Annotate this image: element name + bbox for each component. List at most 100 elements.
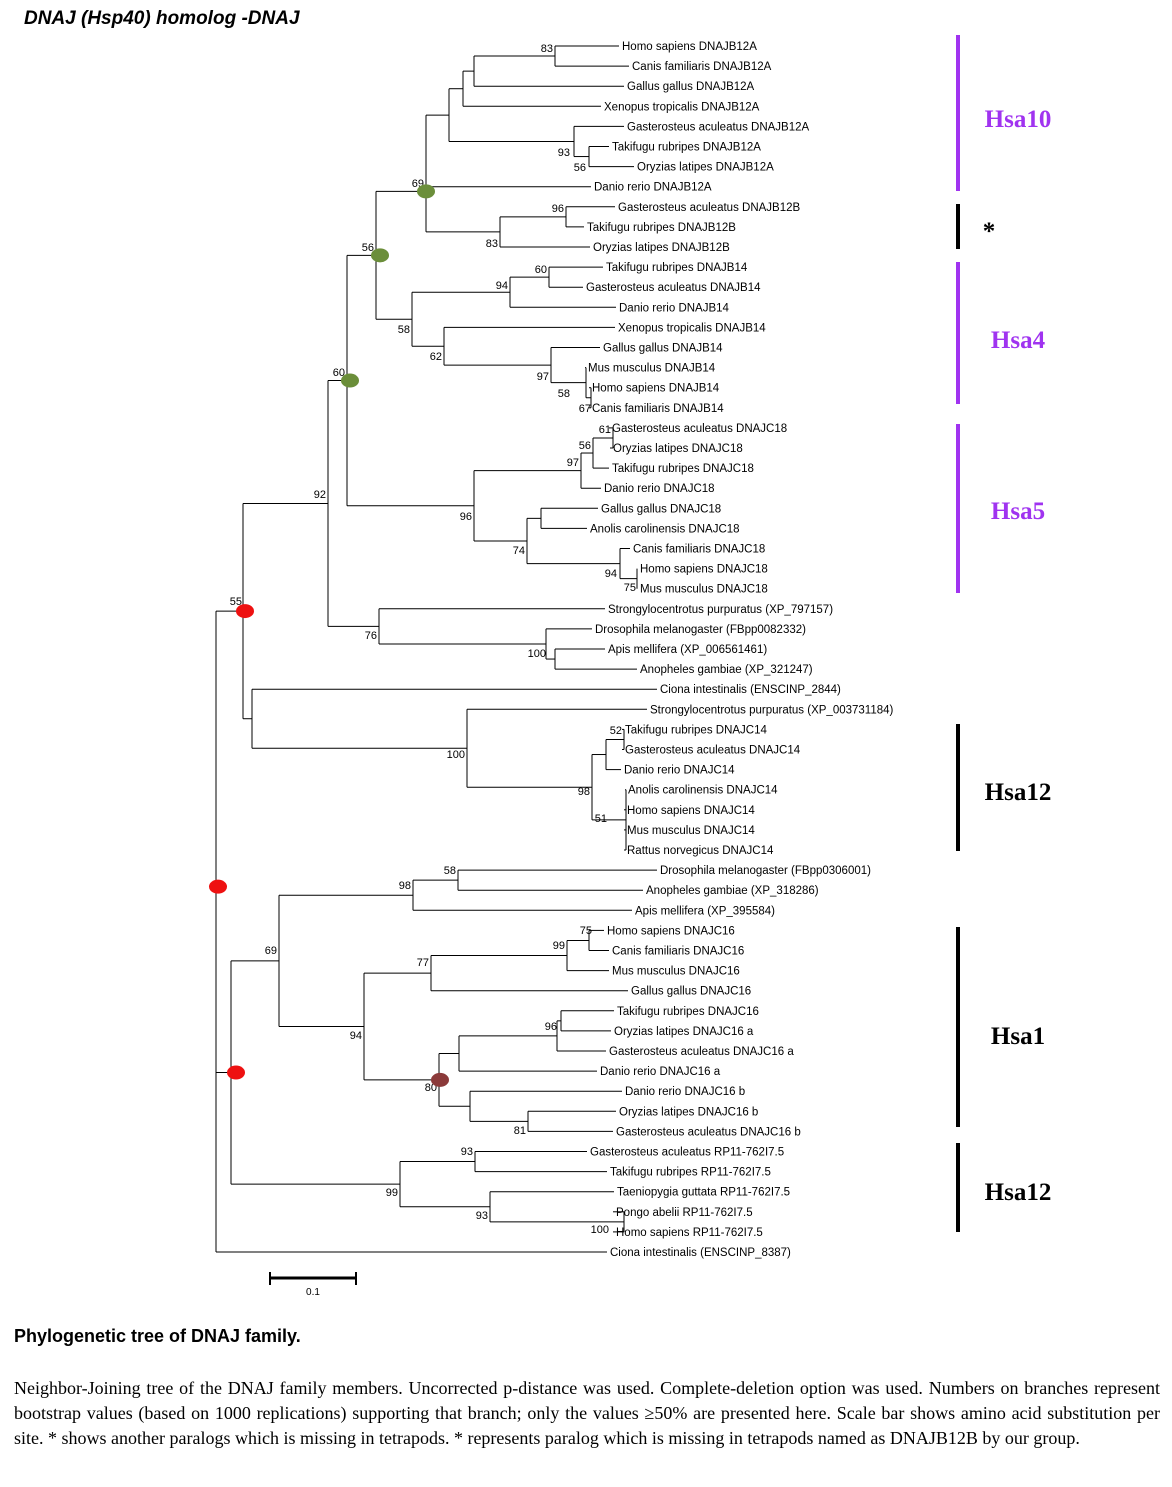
leaf-label: Mus musculus DNAJC18 xyxy=(640,584,768,596)
bootstrap-label: 51 xyxy=(595,813,607,825)
leaf-label: Homo sapiens RP11-762I7.5 xyxy=(616,1227,763,1239)
node-marker-green xyxy=(341,373,359,388)
leaf-label: Gasterosteus aculeatus DNAJB12B xyxy=(618,202,801,214)
bootstrap-label: 56 xyxy=(574,162,586,174)
leaf-label: Takifugu rubripes DNAJB12A xyxy=(612,142,761,154)
caption-title: Phylogenetic tree of DNAJ family. xyxy=(14,1326,301,1346)
leaf-label: Danio rerio DNAJC16 b xyxy=(625,1086,745,1098)
leaf-label: Danio rerio DNAJC16 a xyxy=(600,1066,721,1078)
bootstrap-label: 75 xyxy=(580,925,592,937)
leaf-label: Oryzias latipes DNAJC16 b xyxy=(619,1106,758,1118)
leaf-label: Homo sapiens DNAJB12A xyxy=(622,41,757,53)
node-marker-red xyxy=(236,604,254,619)
leaf-label: Oryzias latipes DNAJC18 xyxy=(613,443,743,455)
bootstrap-label: 96 xyxy=(460,511,472,523)
leaf-label: Danio rerio DNAJB14 xyxy=(619,302,730,314)
leaf-label: Mus musculus DNAJC14 xyxy=(627,825,755,837)
group-label: Hsa12 xyxy=(985,1179,1052,1206)
bootstrap-label: 93 xyxy=(476,1210,488,1222)
leaf-label: Gallus gallus DNAJC16 xyxy=(631,986,751,998)
scale-bar-label: 0.1 xyxy=(306,1287,320,1298)
leaf-label: Canis familiaris DNAJC16 xyxy=(612,946,744,958)
bootstrap-label: 56 xyxy=(579,440,591,452)
group-bars: Hsa10 * Hsa4 Hsa5 Hsa12 Hsa1 Hsa12 xyxy=(956,35,1052,1232)
figure-title: DNAJ (Hsp40) homolog -DNAJ xyxy=(24,8,300,29)
leaf-label: Homo sapiens DNAJC14 xyxy=(627,805,755,817)
leaf-label: Takifugu rubripes DNAJC18 xyxy=(612,463,754,475)
bootstrap-label: 58 xyxy=(444,865,456,877)
leaf-label: Danio rerio DNAJC14 xyxy=(624,765,735,777)
leaf-label: Strongylocentrotus purpuratus (XP_797157… xyxy=(608,604,833,616)
leaf-label: Ciona intestinalis (ENSCINP_8387) xyxy=(610,1247,791,1259)
leaf-label: Apis mellifera (XP_395584) xyxy=(635,905,775,917)
leaf-label: Anolis carolinensis DNAJC18 xyxy=(590,523,740,535)
leaf-label: Homo sapiens DNAJB14 xyxy=(592,383,720,395)
leaf-label: Rattus norvegicus DNAJC14 xyxy=(627,845,774,857)
leaf-label: Mus musculus DNAJB14 xyxy=(588,363,716,375)
leaf-label: Takifugu rubripes RP11-762I7.5 xyxy=(610,1167,771,1179)
leaf-label: Canis familiaris DNAJC18 xyxy=(633,544,765,556)
bootstrap-label: 77 xyxy=(417,957,429,969)
leaf-label: Drosophila melanogaster (FBpp0306001) xyxy=(660,865,871,877)
leaf-label: Strongylocentrotus purpuratus (XP_003731… xyxy=(650,704,894,716)
leaf-label: Drosophila melanogaster (FBpp0082332) xyxy=(595,624,806,636)
group-label: Hsa12 xyxy=(985,779,1052,806)
leaf-label: Takifugu rubripes DNAJB12B xyxy=(587,222,736,234)
leaf-label: Ciona intestinalis (ENSCINP_2844) xyxy=(660,684,841,696)
bootstrap-label: 96 xyxy=(552,203,564,215)
caption-body: Neighbor-Joining tree of the DNAJ family… xyxy=(14,1378,1160,1448)
leaf-label: Gallus gallus DNAJB12A xyxy=(627,81,755,93)
leaf-label: Danio rerio DNAJB12A xyxy=(594,182,712,194)
bootstrap-label: 61 xyxy=(599,424,611,436)
node-marker-red xyxy=(227,1065,245,1080)
bootstrap-label: 98 xyxy=(399,880,411,892)
leaf-label: Anopheles gambiae (XP_318286) xyxy=(646,885,819,897)
leaf-label: Oryzias latipes DNAJB12A xyxy=(637,162,774,174)
bootstrap-label: 75 xyxy=(624,582,636,594)
leaf-label: Taeniopygia guttata RP11-762I7.5 xyxy=(617,1187,790,1199)
leaf-label: Takifugu rubripes DNAJC16 xyxy=(617,1006,759,1018)
bootstrap-label: 74 xyxy=(513,545,525,557)
leaf-label: Gasterosteus aculeatus DNAJB12A xyxy=(627,121,810,133)
bootstrap-label: 100 xyxy=(528,648,546,660)
group-label: Hsa10 xyxy=(985,106,1052,133)
leaf-label: Gasterosteus aculeatus DNAJB14 xyxy=(586,282,761,294)
bootstrap-label: 100 xyxy=(447,749,465,761)
leaf-label: Pongo abelii RP11-762I7.5 xyxy=(616,1207,753,1219)
bootstrap-label: 97 xyxy=(537,371,549,383)
bootstrap-label: 94 xyxy=(350,1030,362,1042)
scale-bar: 0.1 xyxy=(269,1272,357,1298)
bootstrap-label: 55 xyxy=(230,596,242,608)
leaf-label: Gasterosteus aculeatus DNAJC16 b xyxy=(616,1126,801,1138)
bootstrap-label: 60 xyxy=(333,367,345,379)
bootstrap-label: 83 xyxy=(486,238,498,250)
bootstrap-label: 94 xyxy=(496,280,508,292)
bootstrap-label: 94 xyxy=(605,568,617,580)
bootstrap-label: 93 xyxy=(461,1146,473,1158)
bootstrap-labels: 8393566996835660945862975867615697967494… xyxy=(230,43,636,1236)
node-marker-brown xyxy=(431,1072,449,1087)
leaf-label: Gasterosteus aculeatus RP11-762I7.5 xyxy=(590,1147,784,1159)
leaf-label: Takifugu rubripes DNAJB14 xyxy=(606,262,748,274)
leaf-label: Oryzias latipes DNAJB12B xyxy=(593,242,730,254)
leaf-label: Gasterosteus aculeatus DNAJC16 a xyxy=(609,1046,794,1058)
bootstrap-label: 97 xyxy=(567,457,579,469)
bootstrap-label: 99 xyxy=(553,940,565,952)
leaf-label: Gasterosteus aculeatus DNAJC14 xyxy=(625,745,801,757)
leaf-label: Gallus gallus DNAJC18 xyxy=(601,503,721,515)
leaf-label: Mus musculus DNAJC16 xyxy=(612,966,740,978)
leaf-label: Apis mellifera (XP_006561461) xyxy=(608,644,767,656)
group-label: * xyxy=(983,218,996,245)
bootstrap-label: 58 xyxy=(398,324,410,336)
bootstrap-label: 100 xyxy=(591,1224,609,1236)
bootstrap-label: 98 xyxy=(578,786,590,798)
leaf-label: Canis familiaris DNAJB12A xyxy=(632,61,772,73)
leaf-label: Homo sapiens DNAJC18 xyxy=(640,564,768,576)
leaf-label: Homo sapiens DNAJC16 xyxy=(607,925,735,937)
node-marker-red xyxy=(209,879,227,894)
bootstrap-label: 96 xyxy=(545,1021,557,1033)
bootstrap-label: 56 xyxy=(362,242,374,254)
leaf-label: Oryzias latipes DNAJC16 a xyxy=(614,1026,754,1038)
bootstrap-label: 76 xyxy=(365,630,377,642)
bootstrap-label: 81 xyxy=(514,1125,526,1137)
